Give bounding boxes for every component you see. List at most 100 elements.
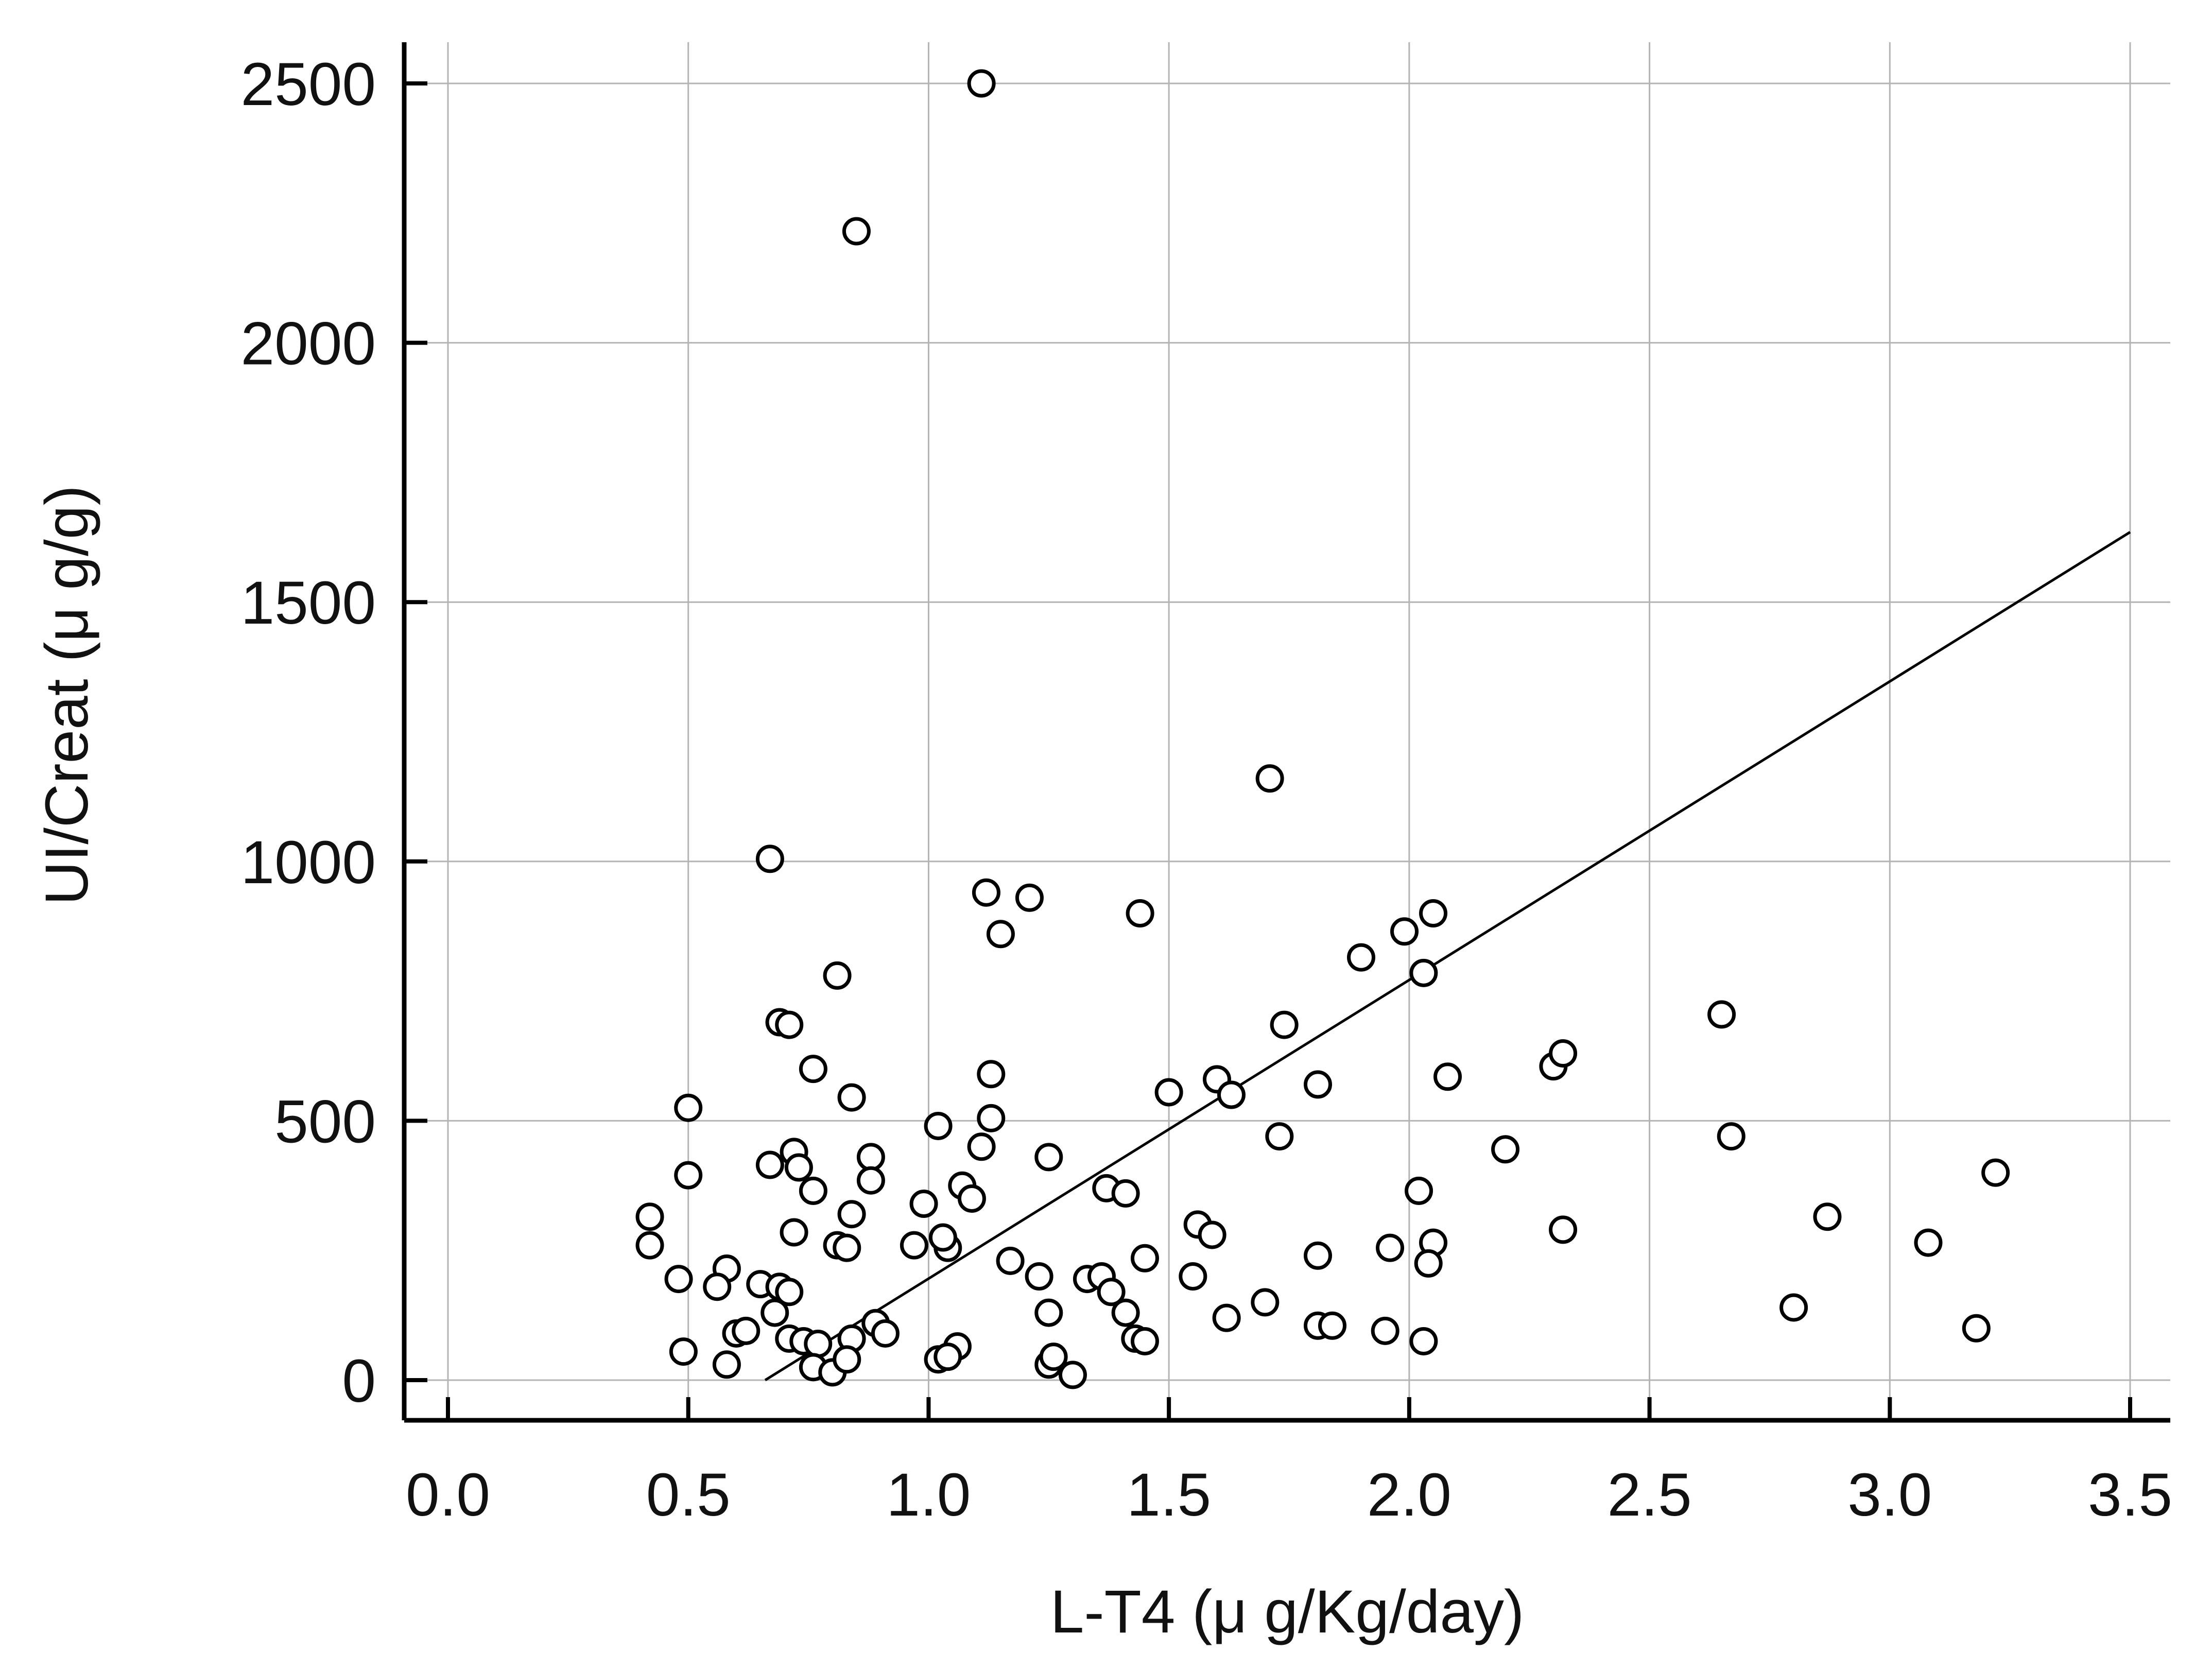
x-tick-label: 2.5 [1608,1461,1692,1529]
data-point [1414,1249,1443,1278]
data-point [635,1231,664,1260]
data-point [1717,1122,1746,1151]
data-point [900,1231,928,1260]
data-point [1058,1361,1087,1389]
data-point [775,1278,804,1306]
data-point [928,1223,957,1252]
data-point [967,69,996,98]
x-tick-label: 3.0 [1847,1461,1932,1529]
x-tick-label: 1.5 [1127,1461,1211,1529]
data-point [1265,1122,1294,1151]
data-point [1304,1070,1333,1099]
data-points [635,69,2010,1389]
data-point [761,1298,789,1327]
data-point [833,1233,861,1262]
y-tick-label: 2500 [240,50,376,118]
data-point [674,1093,703,1122]
data-point [1034,1298,1063,1327]
data-point [712,1350,741,1379]
data-point [1981,1158,2010,1187]
x-tick-label: 2.0 [1367,1461,1451,1529]
data-point [1962,1314,1991,1343]
data-point [799,1055,827,1084]
y-tick-label: 1000 [240,829,376,897]
data-point [703,1273,732,1301]
data-point [986,920,1015,949]
data-point [871,1319,900,1348]
data-point [1126,899,1154,928]
data-point [1015,883,1044,912]
data-point [996,1246,1025,1275]
y-tick-label: 500 [274,1088,376,1156]
data-point [1270,1010,1299,1039]
data-point [635,1202,664,1231]
data-point [1217,1080,1246,1109]
data-point [799,1176,827,1205]
data-point [755,845,784,873]
data-point [1154,1078,1183,1107]
y-axis-label: UI/Creat (μ g/g) [33,485,101,905]
data-point [1251,1288,1280,1317]
x-axis-label: L-T4 (μ g/Kg/day) [1050,1578,1525,1646]
axes [402,42,2170,1423]
data-point [1409,1327,1438,1355]
y-tick-label: 2000 [240,310,376,378]
data-point [856,1166,885,1195]
gridlines [404,42,2170,1420]
data-point [1433,1062,1462,1091]
x-tick-label: 0.5 [646,1461,731,1529]
data-point [924,1111,953,1140]
x-tick-label: 3.5 [2088,1461,2172,1529]
data-point [842,217,871,246]
data-point [823,961,852,990]
data-point [1371,1316,1399,1345]
data-point [1111,1179,1140,1208]
y-tick-label: 0 [342,1347,376,1415]
data-point [977,1060,1006,1089]
data-point [1130,1244,1159,1273]
data-point [1914,1228,1943,1257]
data-point [775,1010,804,1039]
data-point [1097,1278,1126,1306]
data-point [804,1329,833,1358]
data-point [1549,1215,1578,1244]
data-point [1347,943,1376,972]
data-point [1198,1220,1226,1249]
data-point [669,1337,698,1366]
data-point [1390,917,1419,946]
y-tick-label: 1500 [240,569,376,637]
data-point [1318,1311,1347,1340]
data-point [856,1143,885,1172]
data-point [977,1104,1006,1132]
data-point [972,878,1000,907]
data-point [1212,1303,1241,1332]
data-point [1111,1298,1140,1327]
data-point [674,1161,703,1190]
data-point [837,1083,866,1112]
data-point [1707,1000,1736,1029]
ticks [404,81,2132,1420]
data-point [755,1150,784,1179]
data-point [732,1316,761,1345]
data-point [1409,958,1438,987]
data-point [934,1343,962,1371]
regression-line [764,531,2131,1382]
data-point [837,1200,866,1229]
data-point [909,1190,938,1218]
data-point [967,1132,996,1161]
data-point [1405,1176,1433,1205]
data-point [1179,1262,1207,1291]
data-point [1304,1241,1333,1270]
x-tick-label: 1.0 [886,1461,971,1529]
data-point [784,1153,813,1182]
data-point [1130,1327,1159,1355]
data-point [1549,1039,1578,1068]
x-tick-label: 0.0 [406,1461,490,1529]
data-point [1034,1143,1063,1172]
data-point [957,1184,986,1213]
tick-labels: 0.0 0.5 1.0 1.5 2.0 2.5 3.0 3.5 0 500 1000 1500 2000… [240,50,2172,1529]
data-point [1779,1293,1808,1322]
data-point [1025,1262,1053,1291]
